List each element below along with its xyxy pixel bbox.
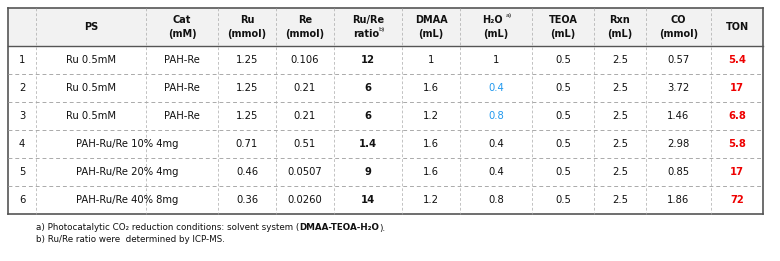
Text: b) Ru/Re ratio were  determined by ICP-MS.: b) Ru/Re ratio were determined by ICP-MS… (36, 235, 225, 245)
Text: 1.25: 1.25 (236, 83, 258, 93)
Text: 6: 6 (19, 195, 25, 205)
Text: 2.98: 2.98 (668, 139, 690, 149)
Text: PS: PS (84, 22, 98, 32)
Text: 1: 1 (427, 55, 434, 65)
Text: H₂O: H₂O (482, 15, 502, 25)
Text: Re: Re (298, 15, 312, 25)
Text: 1.6: 1.6 (423, 139, 439, 149)
Text: 1.6: 1.6 (423, 83, 439, 93)
Text: b): b) (378, 27, 385, 32)
Text: 2: 2 (19, 83, 25, 93)
Text: 17: 17 (730, 83, 744, 93)
Text: 1.25: 1.25 (236, 55, 258, 65)
Text: TEOA: TEOA (548, 15, 577, 25)
Text: 0.106: 0.106 (291, 55, 319, 65)
Text: 0.5: 0.5 (555, 55, 571, 65)
Text: PAH-Ru/Re 40% 8mg: PAH-Ru/Re 40% 8mg (76, 195, 178, 205)
Text: 12: 12 (361, 55, 375, 65)
Text: 0.57: 0.57 (668, 55, 690, 65)
Text: PAH-Re: PAH-Re (164, 83, 200, 93)
Text: 0.0260: 0.0260 (288, 195, 322, 205)
Text: (mL): (mL) (551, 29, 576, 39)
Text: PAH-Ru/Re 10% 4mg: PAH-Ru/Re 10% 4mg (76, 139, 179, 149)
Text: 0.5: 0.5 (555, 195, 571, 205)
Text: 0.71: 0.71 (236, 139, 258, 149)
Text: 2.5: 2.5 (612, 111, 628, 121)
Text: DMAA: DMAA (415, 15, 447, 25)
Text: 4: 4 (19, 139, 25, 149)
Text: (mL): (mL) (484, 29, 509, 39)
Bar (8, 8, 763, 46)
Text: 0.5: 0.5 (555, 83, 571, 93)
Text: PAH-Re: PAH-Re (164, 55, 200, 65)
Text: a) Photocatalytic CO₂ reduction conditions: solvent system (: a) Photocatalytic CO₂ reduction conditio… (36, 223, 300, 233)
Text: 0.5: 0.5 (555, 111, 571, 121)
Text: (mL): (mL) (418, 29, 444, 39)
Text: 17: 17 (730, 167, 744, 177)
Text: 0.85: 0.85 (668, 167, 690, 177)
Text: 14: 14 (361, 195, 375, 205)
Text: 5: 5 (19, 167, 25, 177)
Text: 1: 1 (19, 55, 25, 65)
Text: 1.86: 1.86 (668, 195, 690, 205)
Text: 2.5: 2.5 (612, 167, 628, 177)
Text: (mL): (mL) (608, 29, 633, 39)
Text: PAH-Re: PAH-Re (164, 111, 200, 121)
Text: 1.6: 1.6 (423, 167, 439, 177)
Text: 9: 9 (364, 167, 371, 177)
Text: Cat: Cat (173, 15, 191, 25)
Text: 1: 1 (493, 55, 499, 65)
Text: TON: TON (725, 22, 749, 32)
Text: 2.5: 2.5 (612, 83, 628, 93)
Text: 0.36: 0.36 (236, 195, 258, 205)
Text: ).: ). (379, 223, 385, 233)
Text: a): a) (506, 13, 512, 17)
Text: Ru 0.5mM: Ru 0.5mM (66, 83, 116, 93)
Text: 0.0507: 0.0507 (288, 167, 322, 177)
Text: 2.5: 2.5 (612, 195, 628, 205)
Text: 1.46: 1.46 (668, 111, 690, 121)
Text: Rxn: Rxn (610, 15, 630, 25)
Text: 3: 3 (19, 111, 25, 121)
Text: 0.4: 0.4 (488, 167, 504, 177)
Text: (mmol): (mmol) (285, 29, 324, 39)
Text: 0.8: 0.8 (488, 195, 504, 205)
Text: (mM): (mM) (168, 29, 197, 39)
Text: 2.5: 2.5 (612, 139, 628, 149)
Text: 1.2: 1.2 (423, 195, 439, 205)
Text: 0.51: 0.51 (294, 139, 316, 149)
Text: Ru: Ru (239, 15, 254, 25)
Text: 1.2: 1.2 (423, 111, 439, 121)
Text: Ru 0.5mM: Ru 0.5mM (66, 111, 116, 121)
Text: 72: 72 (730, 195, 744, 205)
Text: PAH-Ru/Re 20% 4mg: PAH-Ru/Re 20% 4mg (76, 167, 179, 177)
Text: 0.4: 0.4 (488, 83, 504, 93)
Text: 0.8: 0.8 (488, 111, 504, 121)
Text: 0.5: 0.5 (555, 139, 571, 149)
Text: 6: 6 (364, 83, 371, 93)
Text: (mmol): (mmol) (659, 29, 698, 39)
Text: 2.5: 2.5 (612, 55, 628, 65)
Text: 1.25: 1.25 (236, 111, 258, 121)
Text: 0.4: 0.4 (488, 139, 504, 149)
Text: 5.8: 5.8 (728, 139, 746, 149)
Text: 5.4: 5.4 (728, 55, 746, 65)
Text: Ru 0.5mM: Ru 0.5mM (66, 55, 116, 65)
Text: 1.4: 1.4 (359, 139, 377, 149)
Text: DMAA-TEOA-H₂O: DMAA-TEOA-H₂O (300, 223, 379, 233)
Text: ratio: ratio (353, 29, 379, 39)
Text: 0.21: 0.21 (294, 83, 316, 93)
Text: 0.5: 0.5 (555, 167, 571, 177)
Text: 6.8: 6.8 (728, 111, 746, 121)
Text: CO: CO (671, 15, 686, 25)
Text: Ru/Re: Ru/Re (352, 15, 384, 25)
Text: 0.21: 0.21 (294, 111, 316, 121)
Text: 0.46: 0.46 (236, 167, 258, 177)
Text: 3.72: 3.72 (668, 83, 690, 93)
Text: 6: 6 (364, 111, 371, 121)
Text: (mmol): (mmol) (228, 29, 267, 39)
